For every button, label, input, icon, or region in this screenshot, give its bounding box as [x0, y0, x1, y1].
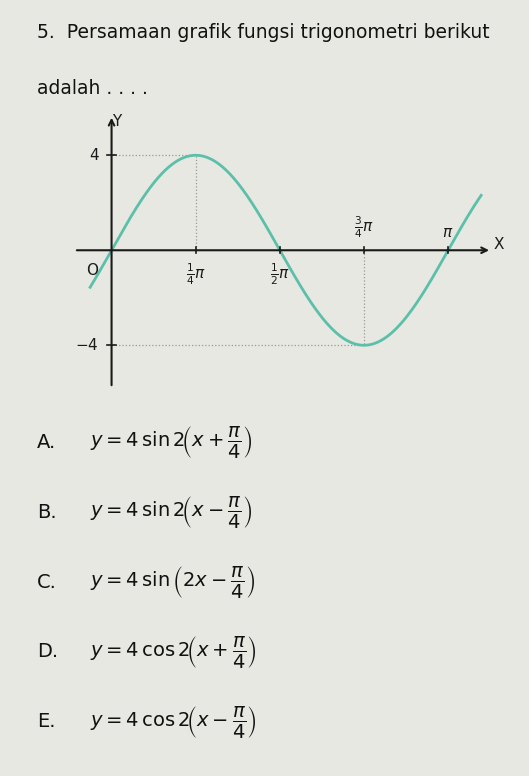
Text: X: X — [494, 237, 505, 252]
Text: $-4$: $-4$ — [75, 338, 99, 353]
Text: $y = 4\,\cos 2\!\left(x + \dfrac{\pi}{4}\right)$: $y = 4\,\cos 2\!\left(x + \dfrac{\pi}{4}… — [90, 634, 257, 670]
Text: adalah . . . .: adalah . . . . — [37, 79, 148, 98]
Text: C.: C. — [37, 573, 57, 591]
Text: $y = 4\,\sin \left(2x - \dfrac{\pi}{4}\right)$: $y = 4\,\sin \left(2x - \dfrac{\pi}{4}\r… — [90, 564, 255, 600]
Text: $\frac{1}{4}\pi$: $\frac{1}{4}\pi$ — [186, 261, 206, 286]
Text: $\frac{1}{2}\pi$: $\frac{1}{2}\pi$ — [270, 261, 290, 286]
Text: Y: Y — [112, 114, 122, 129]
Text: B.: B. — [37, 503, 57, 521]
Text: $y = 4\,\sin 2\!\left(x - \dfrac{\pi}{4}\right)$: $y = 4\,\sin 2\!\left(x - \dfrac{\pi}{4}… — [90, 494, 252, 530]
Text: 5.  Persamaan grafik fungsi trigonometri berikut: 5. Persamaan grafik fungsi trigonometri … — [37, 23, 490, 41]
Text: O: O — [86, 263, 98, 279]
Text: $\frac{3}{4}\pi$: $\frac{3}{4}\pi$ — [354, 214, 374, 240]
Text: $y = 4\,\sin 2\!\left(x + \dfrac{\pi}{4}\right)$: $y = 4\,\sin 2\!\left(x + \dfrac{\pi}{4}… — [90, 424, 252, 460]
Text: E.: E. — [37, 712, 56, 731]
Text: 4: 4 — [89, 147, 99, 163]
Text: $y = 4\,\cos 2\!\left(x - \dfrac{\pi}{4}\right)$: $y = 4\,\cos 2\!\left(x - \dfrac{\pi}{4}… — [90, 704, 257, 740]
Text: A.: A. — [37, 433, 56, 452]
Text: $\pi$: $\pi$ — [442, 224, 454, 240]
Text: D.: D. — [37, 643, 58, 661]
